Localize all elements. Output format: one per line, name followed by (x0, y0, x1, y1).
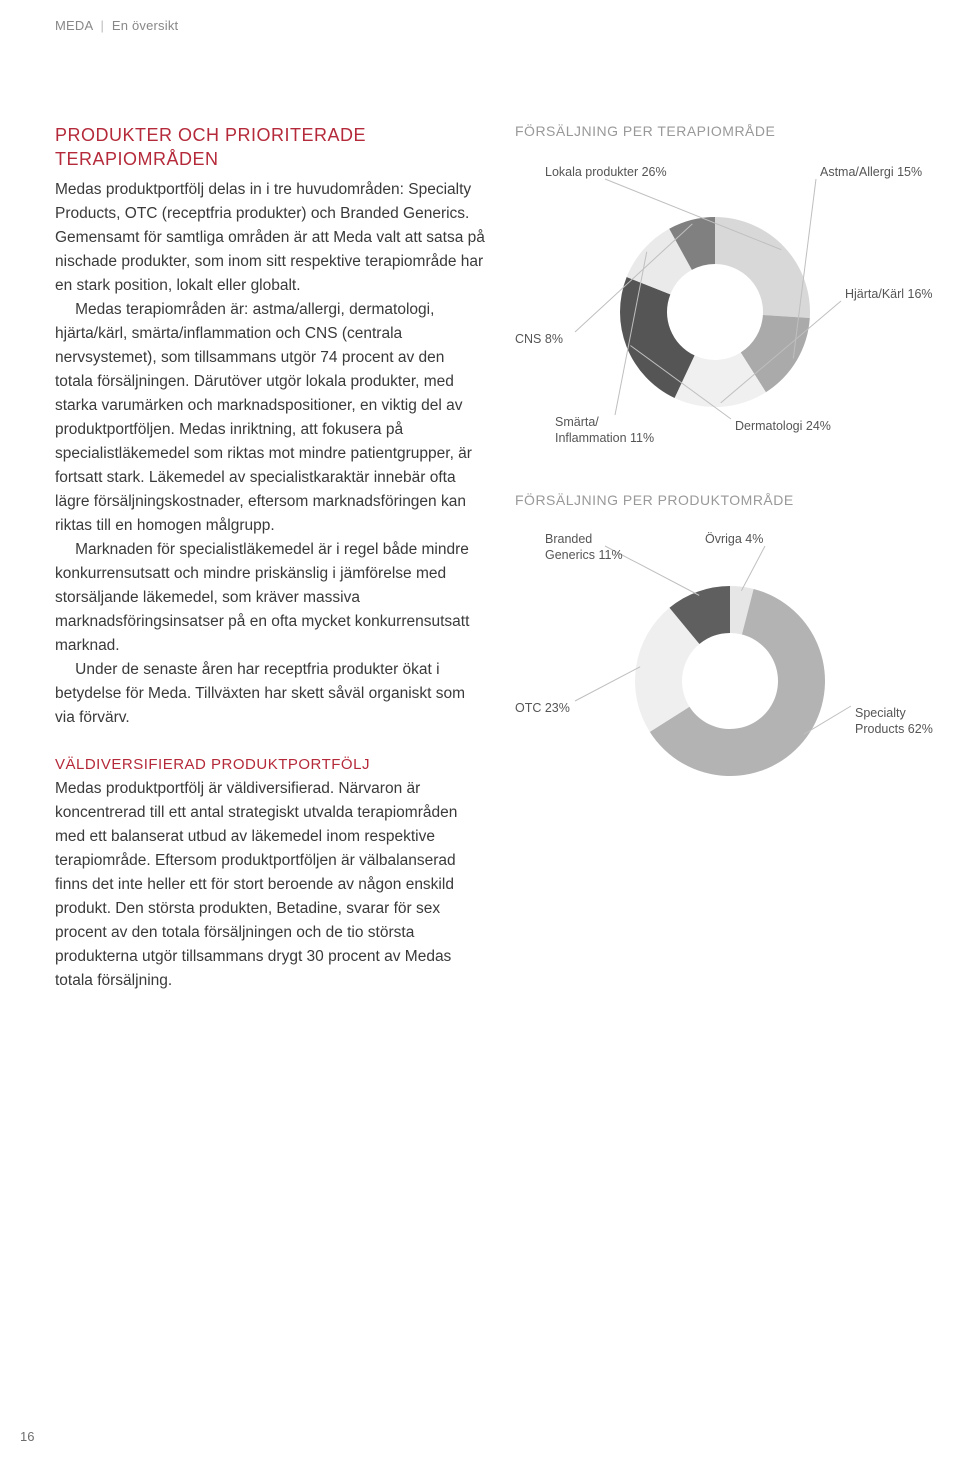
chart2-canvas: Övriga 4% SpecialtyProducts 62% OTC 23% Bra… (515, 526, 935, 806)
chart1-donut-svg (515, 157, 935, 457)
chart1-canvas: Lokala produkter 26% Astma/Allergi 15% Hjä… (515, 157, 935, 437)
header-title: En översikt (112, 18, 179, 33)
chart-produktomrade: FÖRSÄLJNING PER PRODUKTOMRÅDE Övriga 4% S… (515, 492, 935, 806)
paragraph-4: Under de senaste åren har receptfria pro… (55, 658, 485, 730)
left-column: PRODUKTER OCH PRIORITERADE TERAPIOMRÅDEN… (55, 123, 485, 993)
header-separator: | (96, 18, 108, 33)
chart1-label: Hjärta/Kärl 16% (845, 287, 933, 303)
page-number: 16 (20, 1429, 34, 1444)
chart2-label: SpecialtyProducts 62% (855, 706, 933, 737)
chart1-label: Astma/Allergi 15% (820, 165, 922, 181)
chart2-donut-svg (515, 526, 935, 826)
chart1-slice (715, 217, 810, 318)
paragraph-3: Marknaden för specialistläkemedel är i r… (55, 538, 485, 658)
chart1-label: Lokala produkter 26% (545, 165, 667, 181)
subsection-body: Medas produktportfölj är väldiversifiera… (55, 777, 485, 993)
subsection-title: VÄLDIVERSIFIERAD PRODUKTPORTFÖLJ (55, 756, 485, 773)
body-text: Medas produktportfölj delas in i tre huv… (55, 178, 485, 730)
paragraph-2: Medas terapiområden är: astma/allergi, d… (55, 298, 485, 538)
chart2-title: FÖRSÄLJNING PER PRODUKTOMRÅDE (515, 492, 935, 508)
right-column: FÖRSÄLJNING PER TERAPIOMRÅDE Lokala prod… (515, 123, 935, 861)
section-title: PRODUKTER OCH PRIORITERADE TERAPIOMRÅDEN (55, 123, 485, 172)
chart1-label: Smärta/Inflammation 11% (555, 415, 654, 446)
chart2-label: OTC 23% (515, 701, 570, 717)
header-brand: MEDA (55, 18, 93, 33)
subsection-paragraph: Medas produktportfölj är väldiversifiera… (55, 777, 485, 993)
chart2-leader (741, 546, 765, 591)
chart2-label: Övriga 4% (705, 532, 763, 548)
page-header: MEDA | En översikt (55, 18, 920, 33)
chart1-label: CNS 8% (515, 332, 563, 348)
chart1-label: Dermatologi 24% (735, 419, 831, 435)
paragraph-1: Medas produktportfölj delas in i tre huv… (55, 178, 485, 298)
chart-terapiomrade: FÖRSÄLJNING PER TERAPIOMRÅDE Lokala prod… (515, 123, 935, 437)
chart2-leader (575, 667, 640, 701)
chart2-label: BrandedGenerics 11% (545, 532, 623, 563)
chart1-title: FÖRSÄLJNING PER TERAPIOMRÅDE (515, 123, 935, 139)
